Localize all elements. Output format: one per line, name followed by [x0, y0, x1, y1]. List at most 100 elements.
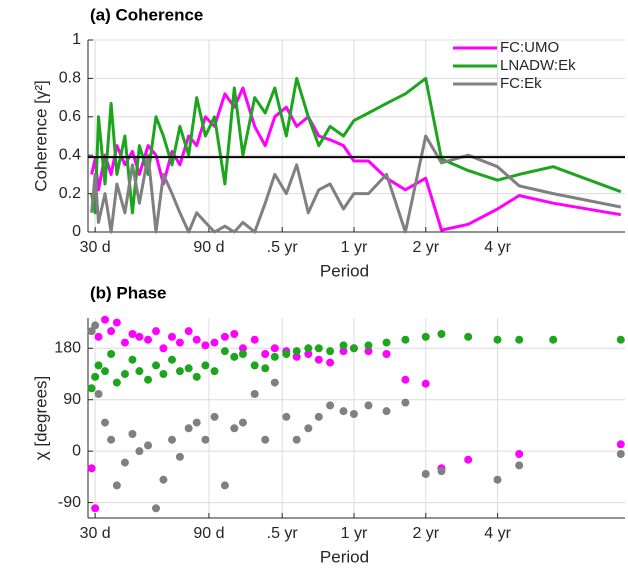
point	[261, 350, 270, 358]
point	[175, 452, 184, 461]
y-axis-label: χ [degrees]	[31, 376, 50, 461]
point	[184, 327, 193, 336]
point	[101, 367, 110, 376]
point	[107, 350, 116, 358]
point	[493, 335, 502, 344]
point	[421, 332, 430, 341]
point	[515, 461, 524, 470]
point	[250, 335, 259, 344]
point	[144, 375, 153, 384]
y-tick-label: 0.8	[59, 70, 81, 87]
point	[238, 418, 247, 427]
point	[201, 435, 210, 444]
x-tick-label: 4 yr	[484, 525, 511, 542]
point	[493, 475, 502, 484]
point	[128, 430, 137, 438]
point	[270, 344, 279, 353]
point	[238, 344, 247, 353]
point	[101, 315, 110, 324]
point	[220, 347, 229, 356]
point	[401, 375, 410, 384]
point	[192, 372, 201, 381]
legend-label: LNADW:Ek	[500, 57, 576, 74]
point	[292, 435, 301, 444]
point	[304, 344, 313, 353]
point	[238, 350, 247, 358]
point	[152, 361, 161, 370]
point	[304, 424, 313, 433]
point	[192, 418, 201, 427]
point	[464, 455, 473, 464]
point	[120, 370, 129, 378]
point	[364, 347, 373, 356]
point	[349, 344, 358, 353]
point	[339, 341, 348, 350]
legend-label: FC:Ek	[500, 75, 542, 92]
point	[421, 470, 430, 478]
y-tick-label: 1	[72, 31, 81, 48]
point	[167, 435, 176, 444]
point	[437, 330, 446, 338]
point	[382, 407, 391, 416]
point	[184, 364, 193, 373]
point	[135, 447, 144, 456]
legend-label: FC:UMO	[500, 39, 559, 56]
point	[382, 338, 391, 347]
point	[326, 401, 335, 410]
point	[128, 355, 137, 364]
panel-title: (a) Coherence	[90, 5, 203, 24]
point	[94, 332, 103, 341]
point	[326, 358, 335, 367]
point	[152, 504, 161, 513]
x-tick-label: 30 d	[80, 239, 111, 256]
point	[210, 412, 219, 421]
point	[401, 398, 410, 407]
point	[230, 352, 239, 361]
y-tick-label: 0.6	[59, 108, 81, 125]
point	[144, 441, 153, 450]
point	[401, 335, 410, 344]
point	[437, 467, 446, 476]
point	[515, 450, 524, 458]
point	[210, 338, 219, 347]
point	[167, 332, 176, 341]
point	[107, 435, 116, 444]
point	[339, 407, 348, 416]
point	[230, 330, 239, 338]
point	[192, 335, 201, 344]
point	[339, 347, 348, 356]
point	[135, 332, 144, 341]
point	[120, 458, 129, 467]
point	[112, 481, 121, 490]
x-axis-label: Period	[320, 547, 369, 566]
point	[326, 347, 335, 356]
x-tick-label: .5 yr	[267, 239, 299, 256]
point	[292, 352, 301, 361]
point	[282, 350, 291, 358]
point	[549, 335, 558, 344]
point	[159, 475, 168, 484]
point	[152, 327, 161, 336]
point	[515, 335, 524, 344]
point	[107, 327, 116, 336]
point	[616, 335, 625, 344]
x-tick-label: 2 yr	[412, 525, 439, 542]
point	[314, 344, 323, 353]
point	[230, 424, 239, 433]
point	[175, 367, 184, 376]
y-tick-label: 0.2	[59, 185, 81, 202]
y-axis-label: Coherence [γ²]	[31, 80, 50, 192]
point	[349, 410, 358, 418]
point	[91, 504, 100, 513]
point	[159, 370, 168, 378]
series-line	[90, 86, 622, 232]
point	[128, 330, 137, 338]
point	[159, 344, 168, 353]
point	[364, 401, 373, 410]
point	[421, 379, 430, 388]
point	[261, 435, 270, 444]
point	[135, 367, 144, 376]
x-tick-label: .5 yr	[267, 525, 299, 542]
